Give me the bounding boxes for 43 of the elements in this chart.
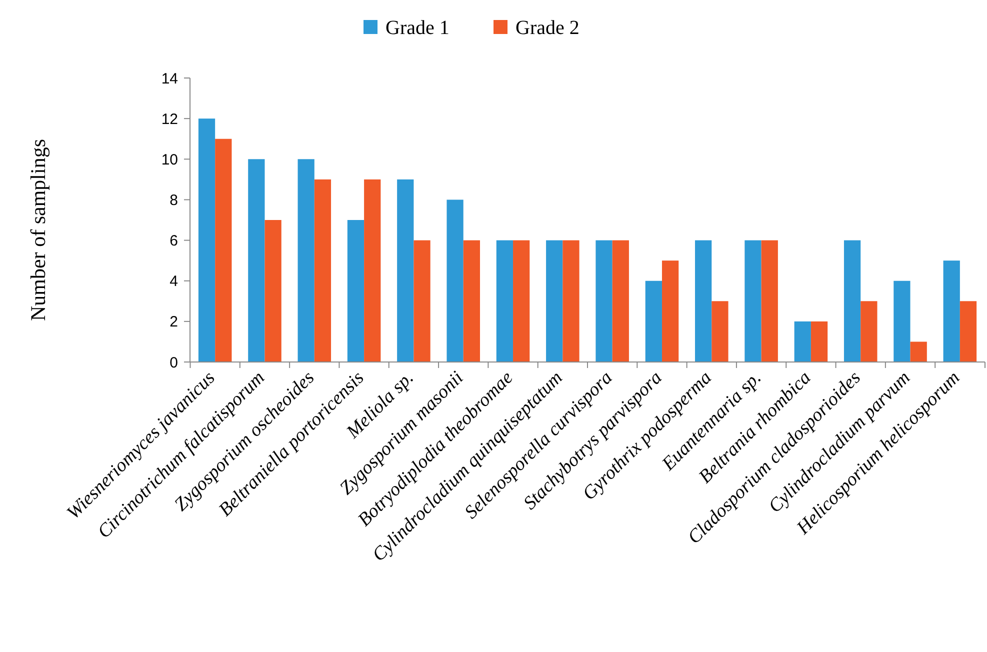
legend-label: Grade 1 <box>386 17 450 39</box>
bar <box>612 240 629 362</box>
bar <box>446 200 464 362</box>
bar <box>894 280 910 362</box>
bar <box>810 321 828 362</box>
y-tick-label: 0 <box>170 354 178 372</box>
y-tick-label: 4 <box>170 273 178 290</box>
bar <box>513 240 530 362</box>
bar <box>744 240 762 362</box>
y-tick-label: 6 <box>170 232 178 250</box>
bar <box>712 301 728 362</box>
y-tick-label: 8 <box>170 192 178 209</box>
bar <box>397 179 414 362</box>
bar <box>298 159 314 362</box>
bar <box>645 280 662 362</box>
bar <box>844 240 861 362</box>
bar <box>198 118 216 362</box>
bar <box>215 138 232 362</box>
bar <box>794 321 811 362</box>
bar <box>761 240 778 362</box>
y-tick-label: 12 <box>161 110 178 128</box>
bar <box>960 301 977 362</box>
y-tick-label: 10 <box>161 151 178 168</box>
bar <box>562 240 580 362</box>
bar <box>496 240 514 362</box>
bar <box>910 342 927 362</box>
bar <box>264 220 282 362</box>
bar <box>314 179 332 362</box>
bar <box>662 260 679 362</box>
bar <box>463 240 480 362</box>
y-axis-title: Number of samplings <box>26 139 50 321</box>
bar <box>364 179 381 362</box>
legend-label: Grade 2 <box>516 17 580 39</box>
bar <box>414 240 430 362</box>
y-tick-label: 2 <box>170 314 178 331</box>
y-tick-label: 14 <box>161 70 178 88</box>
bar <box>695 240 712 362</box>
bar <box>546 240 563 362</box>
bar <box>248 159 265 362</box>
bar <box>347 220 364 362</box>
bar <box>596 240 612 362</box>
bar <box>943 260 960 362</box>
bar <box>860 301 878 362</box>
